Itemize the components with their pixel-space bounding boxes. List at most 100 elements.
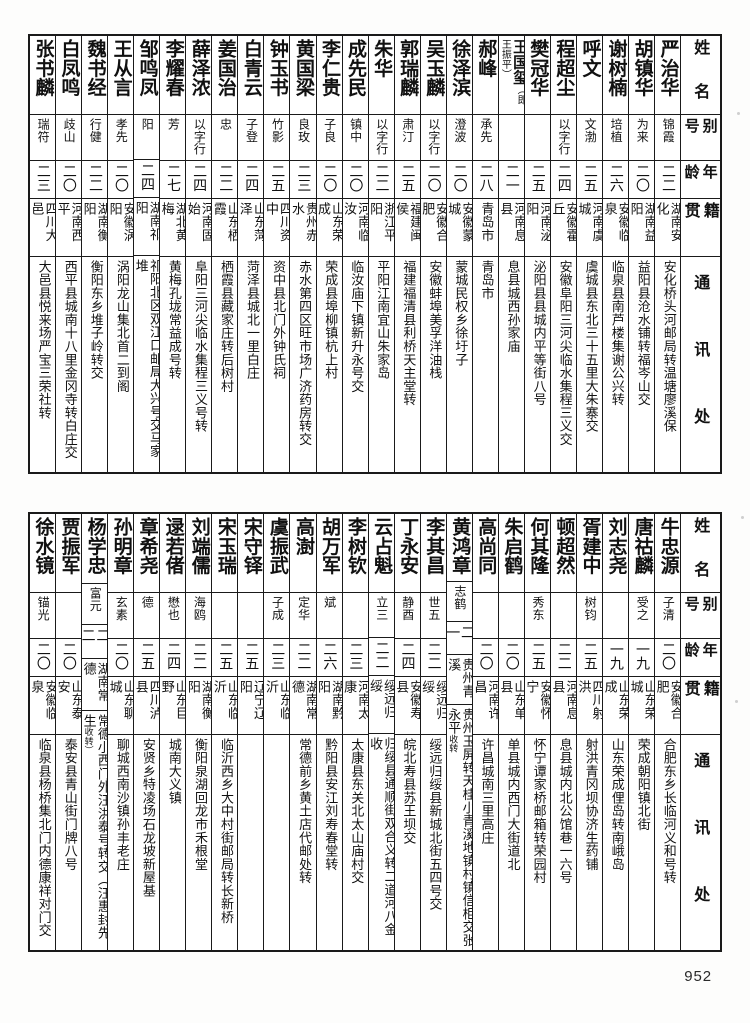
record-column[interactable]: 李其昌 世五 二二 绥远归绥 绥远归绥县新城北街五四号交 [419,514,446,950]
record-column[interactable]: 高澍 定华 二二 湖南常德 常德前乡黄土店代邮处转 [289,514,316,950]
cell-age: 二五 [212,638,238,676]
cell-text-origin: 青岛市 [478,202,494,242]
record-column[interactable]: 程超尘 以字行 二四 安徽霍丘 安徽阜阳三河尖临水集程三义交 [549,36,576,472]
cell-text-age: 二四 [555,164,572,193]
cell-text-address: 山东荣成俚岛转南峨岛 [608,738,624,871]
cell-text-alias: 芳 [166,118,181,131]
cell-text-name: 胡镇华 [631,39,654,97]
cell-address: 泰安县青山街门牌八号 [56,734,82,950]
cell-age: 二八 [472,160,498,198]
record-column[interactable]: 严治华 锦霞 二二 湖南安化 安化桥头河邮局转温塘廖溪保 [654,36,681,472]
record-column[interactable]: 章希尧德二五 四川泸县 安贤乡特凌场石龙坡新屋基 [133,514,160,950]
record-column[interactable]: 宋玉瑞 二五 山东临沂 临沂西乡大中村街邮局转长新桥 [211,514,238,950]
header-text-name: 姓 名 [691,517,711,582]
record-column[interactable]: 徐水镜 锚光 二〇 安徽临泉 临泉县杨桥集北门内德康祥对门交 [30,514,56,950]
record-column[interactable]: 逯若偖 懋也 二四 山东巨野 城南大义镇 [159,514,186,950]
cell-text-alias: 以字行 [192,118,207,155]
cell-address [264,734,290,950]
record-column[interactable]: 邹鸣凤阳二四 湖南祁阳 祁阳北区双江口邮局大兴号交马家堆 [133,36,160,472]
record-column[interactable]: 呼文 文渤 二五 河南虞城 虞城县东北三十五里大朱寨交 [575,36,603,472]
record-column[interactable]: 郝峰 承先 二八 青岛市 青岛市 [471,36,498,472]
cell-text-name: 朱华 [371,39,394,78]
cell-text-name: 成先民 [345,39,368,97]
cell-text-age: 二四 [191,164,208,193]
cell-text-alias: 以字行 [374,118,389,155]
record-column[interactable]: 白凤鸣 歧山 二〇 河南西平 西平县城南十八里金冈寺转白庄交 [55,36,82,472]
record-column[interactable]: 贾振军 二〇 山东泰安 泰安县青山街门牌八号 [55,514,82,950]
record-column[interactable]: 李耀春芳二七 湖北黄梅 黄梅孔垅常益成号转 [159,36,186,472]
cell-age: 二〇 [655,638,681,676]
cell-alias [498,114,524,160]
record-column[interactable]: 朱华 以字行 二二 浙江平阳 平阳江南宜山朱家岛 [367,36,394,472]
record-column[interactable]: 胡万军斌二六 湖南黔阳 黔阳县安江刘寿春堂转 [315,514,342,950]
cell-text-name: 王从言 [110,39,133,97]
record-column[interactable]: 李树钦 二三 河南太康 太康县东关北太山庙村交 [341,514,368,950]
record-column[interactable]: 谢树楠 培植 二六 安徽临泉 临泉县南芦楼集谢公兴转 [602,36,629,472]
cell-text-alias: 富元 [88,587,103,612]
header-cell-name: 姓 名 [681,514,720,592]
cell-name: 李其昌 [421,514,446,592]
cell-text-alias: 培植 [609,118,624,143]
record-column[interactable]: 樊冠华 二五 河南泌阳 泌阳县县城内平等街八号 [523,36,550,472]
cell-text-age: 二〇 [633,164,650,193]
cell-text-origin: 贵州赤水 [290,202,316,242]
cell-name: 孙明章 [108,514,133,592]
record-column[interactable]: 何其隆 秀东 二五 安徽怀宁 怀宁谭家桥邮箱转荣园村 [523,514,550,950]
record-column[interactable]: 刘端儒 海鸥 二二 湖南衡阳 衡阳泉湖回龙市禾根堂 [185,514,212,950]
record-column[interactable]: 黄国梁 良玫 二三 贵州赤水 赤水第四区旺市场广济药房转交 [289,36,316,472]
cell-text-address: 常德前乡黄土店代邮处转 [296,738,312,884]
cell-text-age: 二五 [217,642,234,671]
record-column[interactable]: 胥建中 树钧 二五 四川射洪 射洪青冈坝协济生药铺 [575,514,603,950]
record-column[interactable]: 吴玉麟 以字行 二〇 安徽合肥 安徽蚌埠美孚洋油栈 [419,36,446,472]
cell-text-origin: 山东临沂 [212,680,238,720]
record-column[interactable]: 姜国治忠二二 山东栖霞 栖霞县藏家庄转后树村 [211,36,238,472]
cell-origin: 福建闽侯 [394,198,420,256]
cell-text-name: 宋守铎 [240,517,263,575]
cell-origin: 绥远归绥 [420,676,446,734]
record-column[interactable]: 李仁贵 子良 二〇 山东荣成 荣成县埠柳镇杭上村 [315,36,342,472]
record-column[interactable]: 杨学忠 富元 二二 湖南常德 常德小西门外汪洪泰号转交（汪惠封先生收转） [81,514,108,950]
record-column[interactable]: 白青云 子登 二四 山东菏泽 菏泽县城北一里白庄 [237,36,264,472]
record-column[interactable]: 云占魁 立三 二二 绥远归绥 归绥县通顺街双合义转二道河八金收 [367,514,394,950]
cell-address: 赤水第四区旺市场广济药房转交 [290,256,316,472]
record-column[interactable]: 虞振武 子成 二三 山东临沂 [263,514,290,950]
header-cell-alias: 别 号 [681,592,721,638]
record-column[interactable]: 王国玺（即王振平） 二一 河南息县 息县城西孙家庙 [497,36,524,472]
cell-origin: 四川资中 [264,198,290,256]
cell-address: 青岛市 [472,256,498,472]
cell-alias [603,592,629,638]
record-column[interactable]: 朱启鹤 二〇 山东单县 单县城内西门大街道北 [497,514,524,950]
cell-alias: 秀东 [524,592,550,638]
record-column[interactable]: 牛忠源 子清 二〇 安徽合肥 合肥东乡长临河义和号转 [654,514,681,950]
record-column[interactable]: 唐祜麟 受之 一九 山东荣城 荣成朝阳镇北街 [628,514,655,950]
cell-age: 二五 [524,160,550,198]
record-column[interactable]: 刘志尧 一九 山东荣成 山东荣成俚岛转南峨岛 [602,514,629,950]
cell-text-age: 二二 [555,642,572,671]
record-column[interactable]: 胡镇华 为来 二〇 湖南益阳 益阳县沧水铺转福岑山交 [628,36,655,472]
cell-address: 太康县东关北太山庙村交 [342,734,368,950]
record-column[interactable]: 顿超然 二二 河南息县 息县城内北公馆巷一六号 [549,514,576,950]
record-column[interactable]: 宋守铎 二五 辽宁辽阳 [237,514,264,950]
record-column[interactable]: 孙明章 玄素 二〇 山东聊城 聊城西南沙镇孙丰老庄 [107,514,134,950]
record-column[interactable]: 成先民 镇中 二〇 河南临汝 临汝庙下镇新升永号交 [341,36,368,472]
record-column[interactable]: 王从言 孝先 二〇 安徽涡阳 涡阳龙山集北首二到阁 [107,36,134,472]
cell-alias: 世五 [420,592,446,638]
record-column[interactable]: 钟玉书 竹影 二五 四川资中 资中县北门外钟氏祠 [263,36,290,472]
cell-text-alias: 玄素 [114,596,129,621]
record-column[interactable]: 徐泽滨 澄波 二〇 安徽蒙城 蒙城民权乡徐圩子 [445,36,472,472]
record-column[interactable]: 高尚同 二〇 河南许昌 许昌城南三里高庄 [471,514,498,950]
cell-name: 白凤鸣 [56,36,81,114]
cell-name: 张书麟 [30,36,55,114]
record-column[interactable]: 魏书经 行健 二二 湖南衡阳 衡阳东乡堆子岭转交 [81,36,108,472]
record-column[interactable]: 薛泽浓 以字行 二四 河南固始 阜阳三河尖临水集程三义号转 [185,36,212,472]
cell-age: 二一 [498,160,524,198]
record-column[interactable]: 张书麟 瑞符 二三 四川大邑 大邑县悦来场严宝三荣社转 [30,36,56,472]
cell-text-origin: 湖北黄梅 [160,202,186,242]
cell-name: 李树钦 [343,514,368,592]
record-column[interactable]: 黄鸿章 志鹤 二一 贵州青溪 贵州玉屏转天桂小青溪地镇村镇信柜交张永平收转 [445,514,472,950]
record-column[interactable]: 丁永安 静酉 二四 安徽寿县 皖北寿县苏王坝交 [393,514,420,950]
cell-text-origin: 河南西平 [56,202,82,242]
cell-text-name: 高澍 [292,517,315,556]
record-column[interactable]: 郭瑞麟 肃汀 二五 福建闽侯 福建福清县利桥天主堂转 [393,36,420,472]
cell-age: 二三 [342,638,368,676]
